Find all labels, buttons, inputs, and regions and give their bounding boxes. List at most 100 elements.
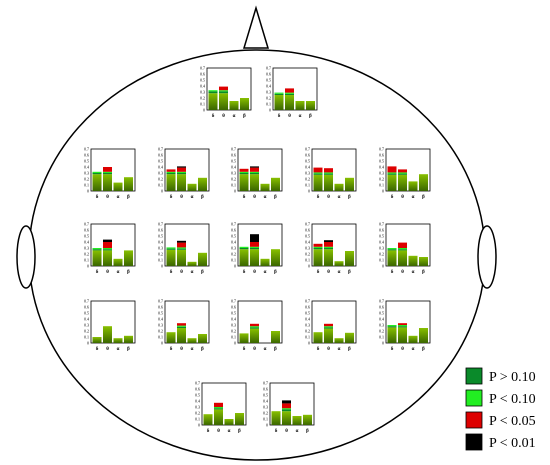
category-label: δ xyxy=(96,195,99,200)
y-tick-label: 0.2 xyxy=(84,251,89,256)
y-tick-label: 0.1 xyxy=(158,257,163,262)
y-tick-label: 0 xyxy=(87,188,89,193)
category-label: θ xyxy=(180,347,183,352)
electrode-panel: 00.10.20.30.40.50.60.7 δ θ α β xyxy=(379,221,431,275)
y-tick-label: 0.5 xyxy=(231,233,236,238)
category-label: β xyxy=(422,347,425,352)
bar-segment-p-lt-005 xyxy=(239,168,249,172)
category-label: β xyxy=(201,270,204,275)
category-label: β xyxy=(243,114,246,119)
y-tick-label: 0.5 xyxy=(231,310,236,315)
y-tick-label: 0 xyxy=(308,263,310,268)
bar-base xyxy=(419,328,428,343)
y-tick-label: 0.5 xyxy=(158,158,163,163)
bar-base xyxy=(198,177,207,191)
y-tick-label: 0.5 xyxy=(305,310,310,315)
y-tick-label: 0.4 xyxy=(263,398,268,403)
category-label: α xyxy=(191,195,194,200)
bar-base xyxy=(398,174,407,191)
electrode-panel: 00.10.20.30.40.50.60.7 δ θ α β xyxy=(379,146,431,200)
y-tick-label: 0.4 xyxy=(84,316,89,321)
electrode-panel: 00.10.20.30.40.50.60.7 δ θ α β xyxy=(379,298,431,352)
category-label: δ xyxy=(96,347,99,352)
y-tick-label: 0.7 xyxy=(305,146,310,151)
y-tick-label: 0.1 xyxy=(84,334,89,339)
category-label: δ xyxy=(170,347,173,352)
bar-base xyxy=(198,252,207,266)
nose-shape xyxy=(242,5,270,49)
bar-segment-p-gt-010 xyxy=(324,248,333,250)
electrode-panel: 00.10.20.30.40.50.60.7 δ θ α β xyxy=(305,298,357,352)
bar-base xyxy=(398,250,407,266)
electrode-panel: 00.10.20.30.40.50.60.7 δ θ α β xyxy=(84,221,136,275)
bar-segment-p-gt-010 xyxy=(208,91,218,94)
y-tick-label: 0 xyxy=(161,188,163,193)
bar-base xyxy=(177,328,186,343)
bar-base xyxy=(313,332,323,343)
category-label: δ xyxy=(96,270,99,275)
y-tick-label: 0.1 xyxy=(263,416,268,421)
y-tick-label: 0.6 xyxy=(379,227,384,232)
bar-segment-p-lt-001 xyxy=(103,239,112,242)
y-tick-label: 0 xyxy=(382,263,384,268)
bar-segment-p-lt-001 xyxy=(324,240,333,242)
bar-segment-p-lt-005 xyxy=(250,323,259,327)
electrode-panel: 00.10.20.30.40.50.60.7 δ θ α β xyxy=(195,380,247,434)
bar-base xyxy=(282,411,291,425)
y-tick-label: 0.7 xyxy=(158,298,163,303)
category-label: α xyxy=(338,347,341,352)
bar-base xyxy=(113,338,123,343)
y-tick-label: 0.2 xyxy=(158,251,163,256)
y-tick-label: 0.2 xyxy=(158,328,163,333)
y-tick-label: 0 xyxy=(234,188,236,193)
bar-segment-p-lt-010 xyxy=(398,248,407,250)
bar-segment-p-lt-010 xyxy=(250,326,259,328)
bar-base xyxy=(239,174,249,191)
y-tick-label: 0.3 xyxy=(266,89,271,94)
category-label: θ xyxy=(327,347,330,352)
y-tick-label: 0.5 xyxy=(231,158,236,163)
category-label: α xyxy=(264,195,267,200)
bar-segment-p-lt-010 xyxy=(177,171,186,173)
y-tick-label: 0.6 xyxy=(305,152,310,157)
bar-segment-p-lt-010 xyxy=(313,172,323,174)
y-tick-label: 0.3 xyxy=(158,170,163,175)
y-tick-label: 0.5 xyxy=(195,392,200,397)
bar-base xyxy=(239,333,249,343)
bar-base xyxy=(177,249,186,266)
category-label: β xyxy=(274,347,277,352)
y-tick-label: 0 xyxy=(161,263,163,268)
bar-base xyxy=(324,328,333,343)
y-tick-label: 0.3 xyxy=(379,170,384,175)
bar-base xyxy=(240,98,249,110)
bar-segment-p-gt-010 xyxy=(166,173,176,175)
category-label: β xyxy=(201,195,204,200)
y-tick-label: 0.2 xyxy=(195,410,200,415)
bar-segment-p-lt-010 xyxy=(285,92,294,94)
category-label: θ xyxy=(327,270,330,275)
head-outline xyxy=(16,5,497,461)
category-label: δ xyxy=(170,270,173,275)
y-tick-label: 0.1 xyxy=(195,416,200,421)
bar-segment-p-gt-010 xyxy=(219,91,228,94)
y-tick-label: 0.6 xyxy=(231,152,236,157)
y-tick-label: 0.7 xyxy=(266,65,271,70)
bar-base xyxy=(250,174,259,191)
bar-segment-p-lt-010 xyxy=(387,172,397,174)
bar-base xyxy=(92,337,102,343)
bar-base xyxy=(166,174,176,191)
y-tick-label: 0.3 xyxy=(379,245,384,250)
category-label: α xyxy=(117,195,120,200)
electrode-panel: 00.10.20.30.40.50.60.7 δ θ α β xyxy=(158,146,210,200)
category-label: β xyxy=(348,347,351,352)
category-label: θ xyxy=(253,347,256,352)
y-tick-label: 0.1 xyxy=(305,334,310,339)
y-tick-label: 0.1 xyxy=(379,257,384,262)
bar-base xyxy=(285,95,294,110)
y-tick-label: 0.7 xyxy=(200,65,205,70)
y-tick-label: 0.1 xyxy=(84,182,89,187)
bar-segment-p-lt-001 xyxy=(177,166,186,168)
bar-base xyxy=(103,174,112,191)
category-label: θ xyxy=(180,270,183,275)
bar-base xyxy=(387,174,397,191)
